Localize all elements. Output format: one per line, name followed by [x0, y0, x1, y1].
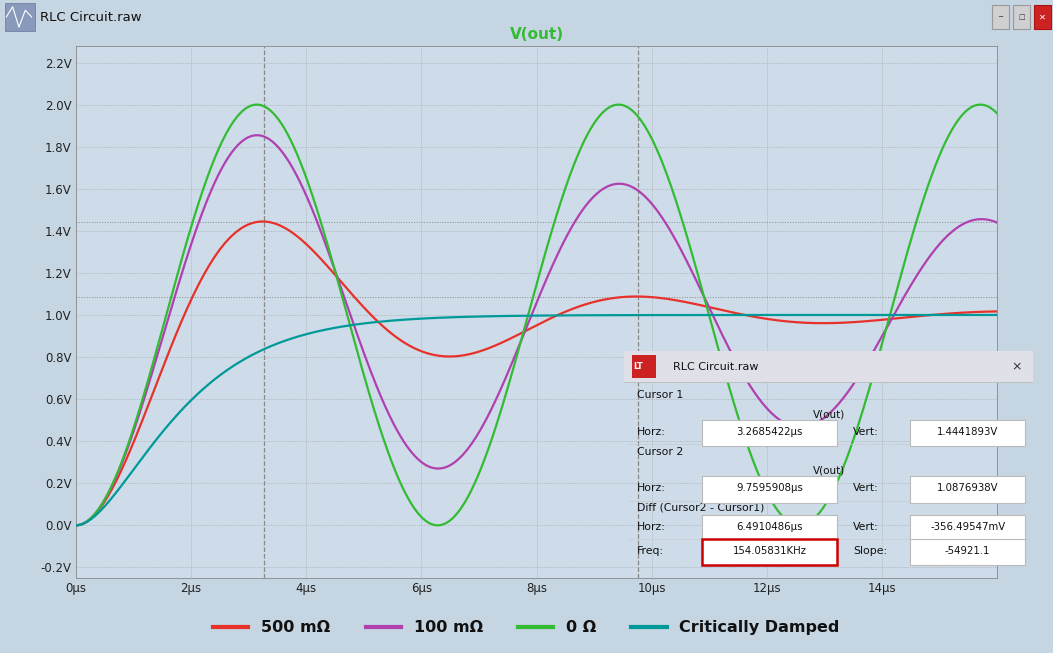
Text: Freq:: Freq: [637, 546, 663, 556]
Text: Horz:: Horz: [637, 426, 665, 437]
Bar [624, 351, 1033, 382]
Bar [702, 539, 837, 565]
Text: LT: LT [634, 362, 643, 371]
Text: Vert:: Vert: [853, 522, 879, 532]
Bar [911, 420, 1025, 447]
Text: Horz:: Horz: [637, 522, 665, 532]
Bar [992, 5, 1009, 29]
Bar [911, 539, 1025, 565]
Bar [911, 476, 1025, 503]
Text: 154.05831KHz: 154.05831KHz [733, 546, 807, 556]
Text: 1.0876938V: 1.0876938V [937, 483, 998, 493]
Bar [702, 420, 837, 447]
Bar [702, 476, 837, 503]
Text: Vert:: Vert: [853, 426, 879, 437]
Text: ×: × [1011, 360, 1021, 374]
Text: 3.2685422μs: 3.2685422μs [736, 426, 802, 437]
Text: Slope:: Slope: [853, 546, 888, 556]
Text: Cursor 1: Cursor 1 [637, 390, 683, 400]
Text: -54921.1: -54921.1 [945, 546, 990, 556]
Text: Cursor 2: Cursor 2 [637, 447, 683, 456]
Text: V(out): V(out) [813, 409, 845, 419]
Text: ─: ─ [998, 14, 1002, 20]
Text: 1.4441893V: 1.4441893V [937, 426, 998, 437]
Text: RLC Circuit.raw: RLC Circuit.raw [40, 11, 142, 24]
Bar [632, 355, 656, 378]
Text: 9.7595908μs: 9.7595908μs [736, 483, 802, 493]
Bar [702, 515, 837, 541]
Text: Vert:: Vert: [853, 483, 879, 493]
Bar [5, 3, 35, 31]
Text: -356.49547mV: -356.49547mV [930, 522, 1006, 532]
Text: V(out): V(out) [813, 466, 845, 475]
Bar [911, 515, 1025, 541]
Text: Horz:: Horz: [637, 483, 665, 493]
Bar [1013, 5, 1030, 29]
Text: Diff (Cursor2 - Cursor1): Diff (Cursor2 - Cursor1) [637, 503, 764, 513]
Text: 6.4910486μs: 6.4910486μs [736, 522, 802, 532]
Legend: 500 mΩ, 100 mΩ, 0 Ω, Critically Damped: 500 mΩ, 100 mΩ, 0 Ω, Critically Damped [207, 614, 846, 642]
Bar [1034, 5, 1051, 29]
Title: V(out): V(out) [510, 27, 563, 42]
Text: RLC Circuit.raw: RLC Circuit.raw [674, 362, 759, 372]
Text: ✕: ✕ [1039, 12, 1046, 22]
Text: □: □ [1018, 14, 1025, 20]
